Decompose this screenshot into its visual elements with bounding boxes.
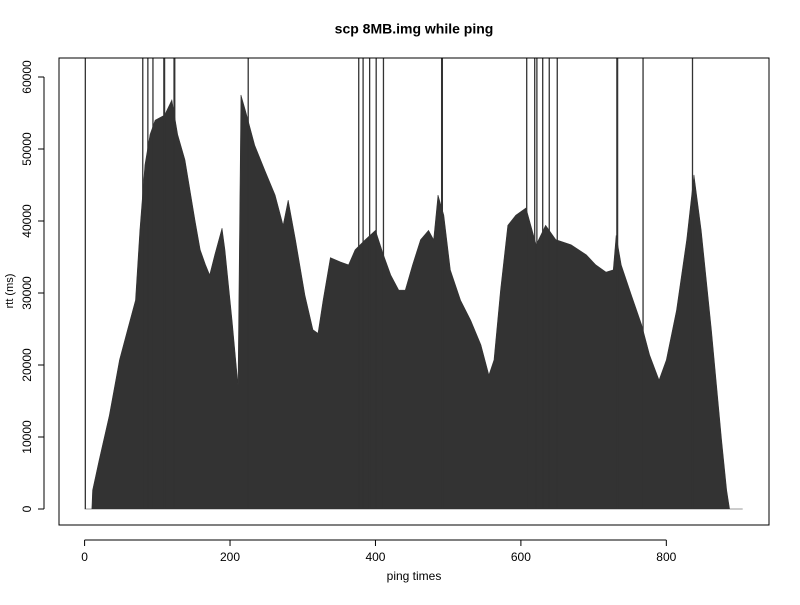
- rtt-area: [84, 94, 743, 510]
- plot-area: [84, 58, 743, 510]
- y-axis-label: rtt (ms): [4, 274, 16, 309]
- x-tick-label: 400: [365, 550, 385, 564]
- x-tick-label: 200: [220, 550, 240, 564]
- y-tick-label: 40000: [20, 204, 34, 238]
- y-tick-label: 50000: [20, 132, 34, 166]
- y-tick-label: 10000: [20, 420, 34, 454]
- y-tick-label: 30000: [20, 276, 34, 310]
- x-tick-label: 600: [511, 550, 531, 564]
- x-tick-label: 0: [81, 550, 88, 564]
- x-tick-label: 800: [656, 550, 676, 564]
- y-tick-label: 20000: [20, 348, 34, 382]
- chart-title: scp 8MB.img while ping: [335, 21, 494, 37]
- y-tick-label: 0: [20, 505, 34, 512]
- y-tick-label: 60000: [20, 60, 34, 94]
- x-axis-label: ping times: [387, 569, 442, 583]
- plot-box: [58, 57, 770, 526]
